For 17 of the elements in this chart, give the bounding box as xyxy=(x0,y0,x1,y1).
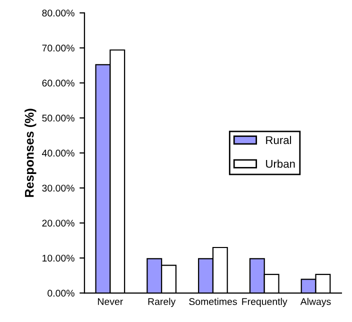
x-tick-label: Rarely xyxy=(148,298,176,307)
x-tick-label: Always xyxy=(300,298,331,307)
y-tick-label: 50.00% xyxy=(42,114,74,122)
x-tick-label: Never xyxy=(98,298,123,306)
y-tick-label: 70.00% xyxy=(42,44,74,52)
y-tick-label: 40.00% xyxy=(42,150,74,157)
x-tick-label: Sometimes xyxy=(189,298,237,306)
x-tick-label: Frequently xyxy=(242,298,288,307)
y-tick-label: 80.00% xyxy=(42,10,74,16)
legend-label: Rural xyxy=(266,136,292,144)
legend-label: Urban xyxy=(266,160,295,168)
y-tick-label: 10.00% xyxy=(42,254,74,262)
y-tick-label: 30.00% xyxy=(42,184,74,192)
y-tick-label: 60.00% xyxy=(42,80,74,87)
y-axis-title: Responses (%) xyxy=(24,108,36,197)
y-tick-label: 0.00% xyxy=(48,290,74,297)
y-tick-label: 20.00% xyxy=(42,220,74,227)
